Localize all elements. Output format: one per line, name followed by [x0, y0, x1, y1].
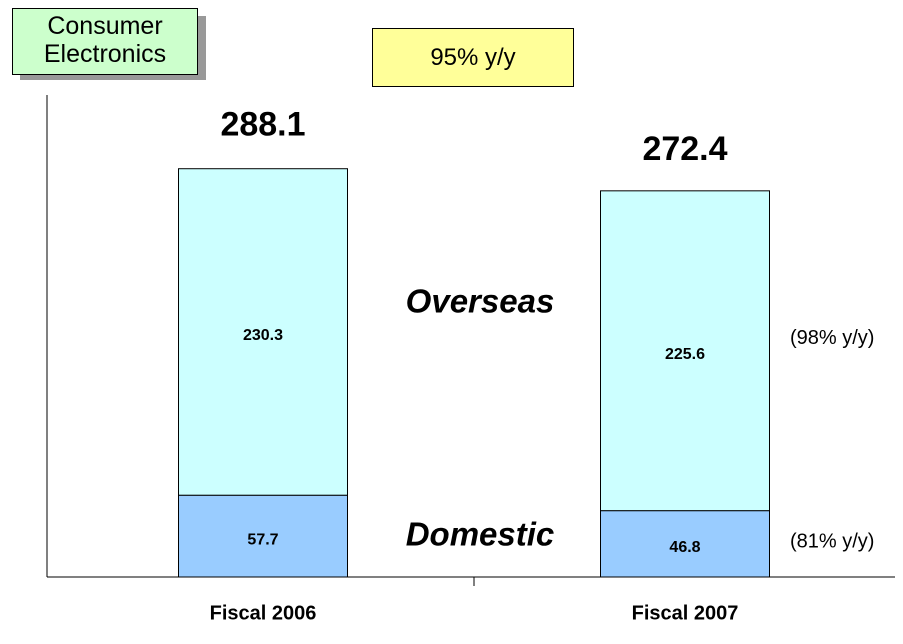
chart-title-box: Consumer Electronics: [12, 8, 198, 75]
x-tick-label: Fiscal 2006: [210, 602, 317, 624]
segment-label: 225.6: [665, 346, 705, 363]
growth-label: (81% y/y): [790, 530, 874, 552]
chart-title: Consumer Electronics: [43, 12, 167, 68]
segment-label: 46.8: [669, 539, 700, 556]
total-label: 272.4: [642, 130, 727, 168]
bar-segment: [600, 510, 770, 578]
bar-segment: [600, 190, 770, 512]
segment-label: 230.3: [243, 327, 283, 344]
total-label: 288.1: [220, 106, 305, 144]
x-tick-label: Fiscal 2007: [632, 602, 739, 624]
bar-segment: [178, 168, 348, 496]
segment-label: 57.7: [247, 531, 278, 548]
series-label: Overseas: [406, 283, 555, 320]
annotation: 95% y/y: [372, 28, 574, 87]
bar-segment: [178, 494, 348, 578]
series-label: Domestic: [406, 516, 555, 553]
growth-label: (98% y/y): [790, 327, 874, 349]
